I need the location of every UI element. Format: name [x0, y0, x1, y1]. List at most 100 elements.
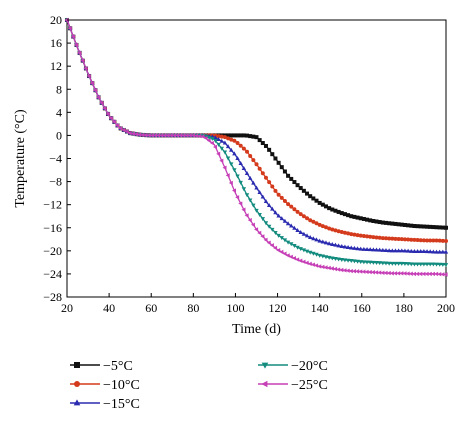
- data-point-marker: [307, 261, 312, 267]
- data-point-marker: [415, 249, 420, 254]
- data-point-marker: [289, 242, 294, 247]
- data-point-marker: [371, 247, 376, 252]
- data-point-marker: [130, 131, 135, 136]
- data-point-marker: [383, 220, 388, 225]
- data-point-marker: [421, 224, 426, 229]
- data-point-marker: [235, 155, 240, 160]
- data-point-marker: [396, 222, 401, 227]
- series-5: [64, 17, 448, 277]
- legend-marker: [73, 399, 81, 406]
- data-point-marker: [390, 221, 395, 226]
- data-point-marker: [431, 225, 436, 230]
- data-point-marker: [266, 240, 271, 245]
- data-point-marker: [355, 269, 360, 274]
- data-point-marker: [330, 241, 335, 246]
- data-point-marker: [408, 271, 413, 276]
- data-point-marker: [279, 216, 284, 221]
- legend-label: −25°C: [291, 378, 328, 393]
- data-point-marker: [260, 141, 265, 146]
- data-point-marker: [276, 248, 281, 253]
- data-point-marker: [247, 217, 252, 223]
- data-point-marker: [333, 228, 338, 233]
- data-point-marker: [171, 133, 176, 138]
- data-point-marker: [314, 263, 319, 268]
- data-point-marker: [238, 143, 243, 148]
- data-point-marker: [222, 140, 228, 145]
- legend-item: −15°C: [70, 397, 140, 412]
- data-point-marker: [361, 269, 366, 274]
- data-point-marker: [267, 180, 272, 185]
- data-point-marker: [248, 134, 253, 139]
- data-point-marker: [254, 162, 259, 167]
- data-point-marker: [238, 180, 243, 185]
- data-point-marker: [149, 133, 154, 138]
- data-point-marker: [254, 208, 259, 213]
- data-point-marker: [415, 224, 420, 229]
- data-point-marker: [213, 139, 218, 144]
- data-point-marker: [134, 131, 139, 137]
- data-point-marker: [292, 244, 297, 249]
- data-point-marker: [307, 250, 313, 255]
- data-point-marker: [228, 180, 233, 186]
- data-point-marker: [440, 238, 445, 243]
- data-point-marker: [409, 262, 414, 267]
- data-point-marker: [405, 262, 411, 267]
- data-point-marker: [216, 142, 221, 147]
- data-point-marker: [383, 261, 389, 266]
- data-point-marker: [342, 268, 347, 273]
- data-point-marker: [197, 133, 202, 139]
- data-point-marker: [301, 259, 306, 264]
- data-point-marker: [115, 123, 120, 128]
- data-point-marker: [317, 238, 322, 243]
- plot-frame: [66, 19, 447, 298]
- data-point-marker: [317, 222, 322, 227]
- data-point-marker: [374, 219, 379, 224]
- data-point-marker: [213, 144, 218, 150]
- data-point-marker: [153, 133, 158, 138]
- data-point-marker: [323, 255, 329, 260]
- data-point-marker: [358, 233, 363, 238]
- data-point-marker: [311, 251, 316, 256]
- data-point-marker: [162, 133, 167, 138]
- data-point-marker: [361, 246, 367, 251]
- data-point-marker: [232, 138, 237, 143]
- data-point-marker: [431, 238, 436, 243]
- data-point-marker: [374, 270, 379, 275]
- data-point-marker: [244, 213, 249, 218]
- data-point-marker: [377, 220, 382, 225]
- data-point-marker: [430, 271, 435, 277]
- x-tick-label: 80: [187, 301, 199, 315]
- data-point-marker: [396, 271, 401, 276]
- data-point-marker: [428, 249, 433, 254]
- data-point-marker: [276, 192, 281, 197]
- data-point-marker: [380, 261, 386, 266]
- data-point-marker: [298, 229, 303, 234]
- data-point-marker: [232, 168, 237, 173]
- data-point-marker: [187, 133, 192, 138]
- data-point-marker: [206, 138, 211, 143]
- data-point-marker: [425, 238, 430, 243]
- data-point-marker: [428, 238, 433, 243]
- data-point-marker: [298, 212, 303, 217]
- data-point-marker: [399, 222, 404, 227]
- data-point-marker: [333, 257, 338, 262]
- data-point-marker: [86, 73, 91, 79]
- data-point-marker: [418, 224, 423, 229]
- data-point-marker: [168, 133, 173, 138]
- data-point-marker: [235, 133, 240, 138]
- data-point-marker: [251, 134, 256, 139]
- data-point-marker: [311, 236, 316, 241]
- data-point-marker: [396, 237, 401, 242]
- data-point-marker: [399, 271, 404, 276]
- data-point-marker: [336, 267, 341, 272]
- data-point-marker: [276, 160, 281, 165]
- data-point-marker: [70, 34, 75, 39]
- y-tick-label: −20: [43, 244, 62, 258]
- data-point-marker: [270, 184, 275, 189]
- data-point-marker: [263, 221, 269, 226]
- x-tick-label: 200: [437, 301, 455, 315]
- data-point-marker: [358, 269, 363, 274]
- data-point-marker: [292, 256, 296, 261]
- data-point-marker: [200, 134, 205, 139]
- data-point-marker: [257, 166, 262, 171]
